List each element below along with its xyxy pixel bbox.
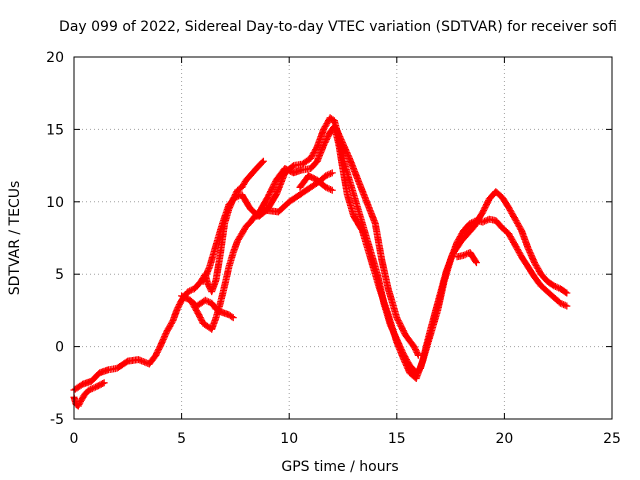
grid-lines	[74, 57, 612, 419]
x-tick-label: 10	[280, 431, 298, 447]
x-axis-label: GPS time / hours	[281, 459, 398, 475]
axes	[73, 56, 613, 420]
series-track-E	[253, 123, 571, 382]
x-tick-label: 15	[388, 431, 406, 447]
x-tick-label: 5	[177, 431, 186, 447]
series-track-G	[296, 172, 336, 194]
y-tick-label: 15	[46, 122, 64, 138]
y-tick-label: 10	[46, 195, 64, 211]
marker-path	[296, 172, 336, 194]
tick-labels: 0 5 10 15 20 25 -5 0 5 10 15 20	[46, 50, 621, 447]
marker-path	[453, 249, 480, 267]
x-tick-label: 0	[70, 431, 79, 447]
y-axis-label: SDTVAR / TECUs	[7, 181, 23, 296]
x-tick-label: 20	[495, 431, 513, 447]
y-tick-label: -5	[50, 412, 64, 428]
marker-path	[333, 125, 422, 359]
y-tick-label: 0	[55, 340, 64, 356]
y-tick-label: 20	[46, 50, 64, 66]
x-tick-label: 25	[603, 431, 621, 447]
series-track-F	[333, 125, 422, 359]
chart-title: Day 099 of 2022, Sidereal Day-to-day VTE…	[59, 19, 617, 35]
marker-path	[253, 123, 571, 382]
y-tick-label: 5	[55, 267, 64, 283]
plot-frame	[73, 56, 613, 420]
series-track-H	[453, 249, 480, 267]
